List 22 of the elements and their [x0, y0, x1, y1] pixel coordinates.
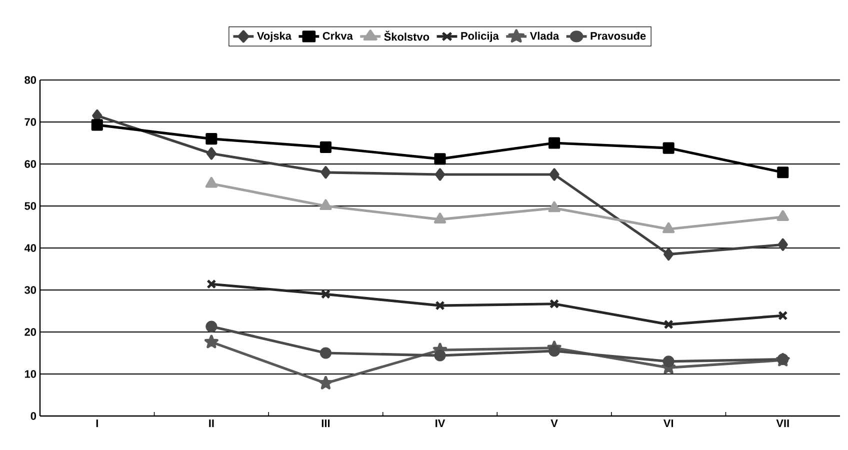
- legend-label: Policija: [461, 32, 499, 42]
- y-tick-label: 80: [24, 76, 36, 84]
- y-tick-label: 70: [24, 118, 36, 126]
- x-tick-label: V: [550, 420, 558, 428]
- x-tick-label: II: [209, 420, 214, 428]
- x-tick-label: VI: [663, 420, 674, 428]
- x-tick-label: VII: [776, 420, 789, 428]
- y-tick-label: 40: [24, 244, 36, 252]
- y-tick-label: 20: [24, 328, 36, 336]
- y-tick-label: 50: [24, 202, 36, 210]
- x-tick-label: IV: [436, 420, 446, 428]
- legend-label: Školstvo: [384, 30, 430, 41]
- y-tick-label: 60: [24, 160, 36, 168]
- y-tick-label: 10: [24, 370, 36, 378]
- y-tick-label: 30: [24, 286, 36, 294]
- legend-label: Vlada: [530, 32, 560, 40]
- x-tick-label: III: [322, 420, 330, 428]
- legend-label: Vojska: [257, 32, 292, 42]
- y-tick-label: 0: [30, 412, 36, 420]
- legend-label: Crkva: [322, 32, 353, 40]
- legend-label: Pravosuđe: [590, 32, 646, 40]
- x-tick-label: I: [96, 420, 98, 428]
